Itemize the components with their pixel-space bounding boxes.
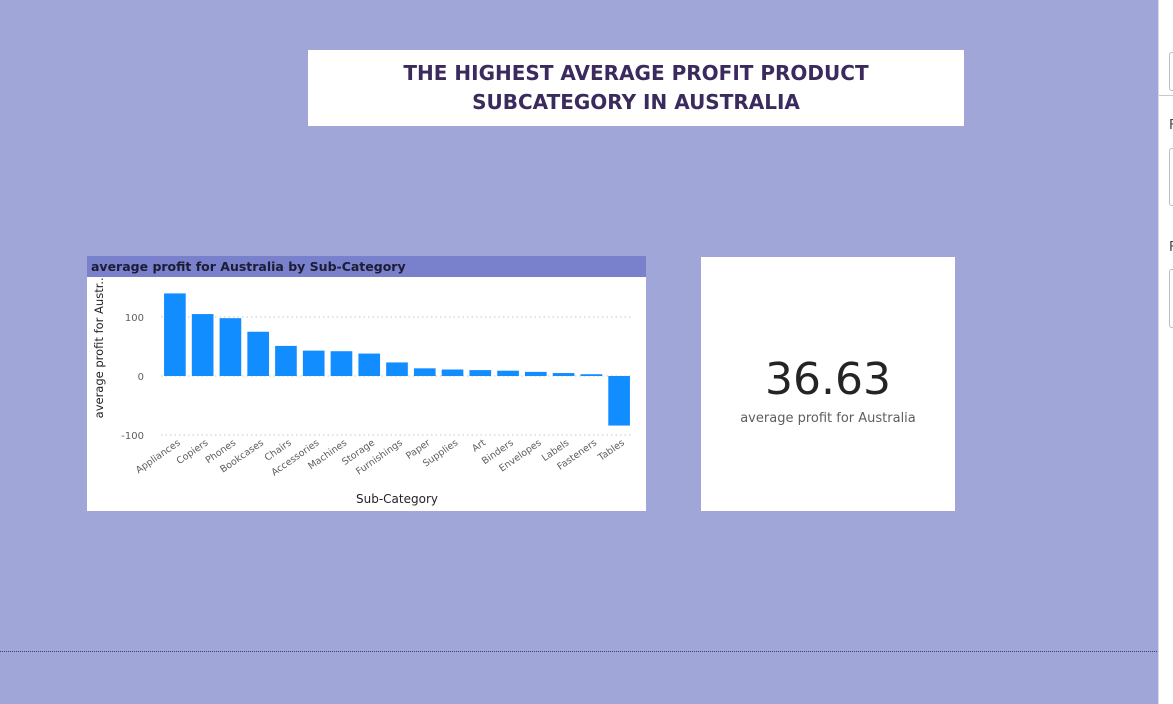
bar-art[interactable]: [469, 370, 492, 376]
bar-accessories[interactable]: [302, 350, 325, 376]
bar-furnishings[interactable]: [386, 362, 408, 376]
filter-search-box[interactable]: [1169, 52, 1173, 91]
bar-phones[interactable]: [219, 318, 242, 376]
filter-card[interactable]: [1169, 148, 1173, 206]
filter-label: F: [1169, 240, 1173, 255]
filters-pane[interactable]: F F: [1158, 0, 1173, 704]
bar-supplies[interactable]: [441, 369, 464, 376]
y-axis-label: average profit for Austr...: [92, 274, 106, 419]
chart-title: average profit for Australia by Sub-Cate…: [87, 256, 646, 277]
y-tick-label: 0: [138, 372, 144, 383]
x-axis-label: Sub-Category: [356, 492, 438, 506]
page-divider: [0, 651, 1157, 652]
page-title: THE HIGHEST AVERAGE PROFIT PRODUCT SUBCA…: [308, 50, 964, 126]
filter-card[interactable]: [1169, 269, 1173, 328]
filter-label: F: [1169, 118, 1173, 133]
bar-bookcases[interactable]: [247, 331, 270, 376]
bar-labels[interactable]: [552, 373, 575, 376]
bar-envelopes[interactable]: [524, 371, 547, 376]
y-tick-labels: 100 0 -100: [121, 313, 144, 442]
x-tick-label: Art: [470, 437, 488, 454]
bar-machines[interactable]: [330, 351, 353, 376]
bar-copiers[interactable]: [191, 314, 214, 376]
bar-chart-card[interactable]: 100 0 -100 Appliances Copiers Phones Bookcase…: [87, 256, 646, 511]
kpi-label: average profit for Australia: [740, 411, 916, 426]
kpi-value: 36.63: [765, 354, 891, 405]
bar-binders[interactable]: [497, 370, 519, 376]
filters-divider: [1159, 95, 1173, 96]
bars: [164, 293, 630, 426]
x-tick-label: Tables: [596, 437, 627, 464]
bar-paper[interactable]: [413, 368, 436, 376]
x-tick-labels: AppliancesCopiersPhonesBookcasesChairsAc…: [134, 437, 627, 478]
kpi-card[interactable]: 36.63 average profit for Australia: [701, 257, 955, 511]
x-tick-label: Copiers: [175, 437, 211, 467]
bar-tables[interactable]: [608, 376, 630, 426]
bar-storage[interactable]: [358, 353, 381, 376]
y-tick-label: 100: [125, 313, 144, 324]
bar-appliances[interactable]: [164, 293, 186, 376]
y-tick-label: -100: [121, 431, 144, 442]
bar-chart[interactable]: 100 0 -100 AppliancesCopiersPhonesBookcase…: [87, 256, 646, 511]
bar-chairs[interactable]: [275, 345, 297, 376]
bar-fasteners[interactable]: [580, 374, 603, 376]
